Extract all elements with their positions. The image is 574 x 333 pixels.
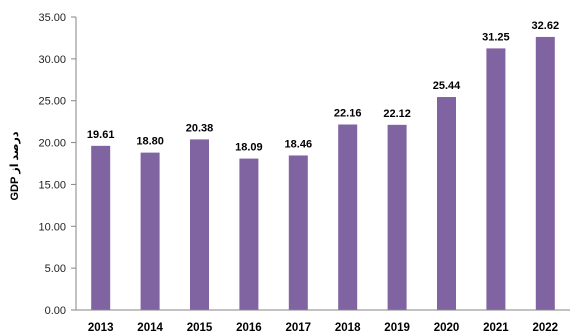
y-tick-label: 25.00 [38,96,66,108]
data-label: 32.62 [532,20,560,32]
bar [140,152,160,310]
bar [437,97,456,311]
x-tick-label: 2021 [483,322,509,333]
data-label: 31.25 [482,31,510,43]
x-tick-label: 2014 [137,322,163,333]
data-label: 18.09 [235,142,263,154]
y-tick-label: 35.00 [38,12,66,24]
y-tick-label: 15.00 [38,179,66,191]
bar [288,155,308,310]
bar [486,48,506,311]
x-tick-label: 2013 [88,322,114,333]
x-tick-label: 2015 [187,322,213,333]
bar [91,145,111,310]
y-tick-label: 0.00 [45,305,66,317]
y-tick-label: 10.00 [38,221,66,233]
y-tick-label: 20.00 [38,138,66,150]
bar [239,158,259,310]
bar [190,139,209,310]
data-label: 22.12 [383,108,411,120]
x-tick-label: 2017 [286,322,312,333]
x-tick-label: 2022 [533,322,559,333]
bar [387,124,407,310]
y-tick-label: 30.00 [38,54,66,66]
data-label: 19.61 [87,129,115,141]
data-label: 18.80 [136,136,164,148]
bar [535,36,555,310]
x-tick-label: 2020 [434,322,460,333]
x-tick-label: 2018 [335,322,361,333]
x-tick-label: 2016 [236,322,262,333]
data-label: 20.38 [186,122,214,134]
data-label: 22.16 [334,107,362,119]
y-tick-label: 5.00 [45,263,66,275]
y-axis-label: درصد از GDP [9,131,21,200]
data-label: 18.46 [285,138,313,150]
data-label: 25.44 [433,80,461,92]
bar [338,124,358,311]
x-tick-label: 2019 [384,322,410,333]
